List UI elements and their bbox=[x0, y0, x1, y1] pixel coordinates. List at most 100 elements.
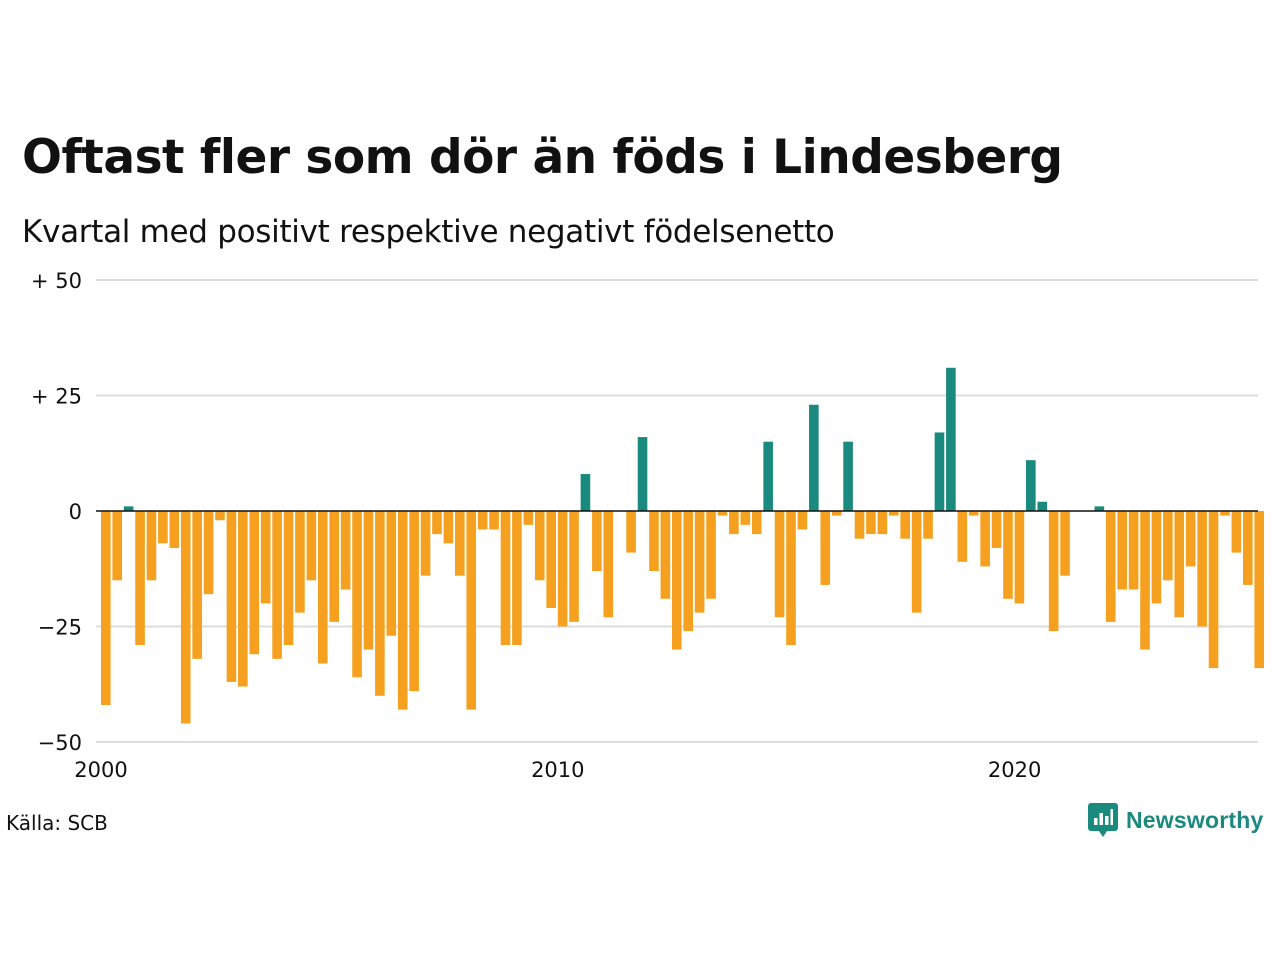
bar-negative bbox=[180, 511, 191, 724]
bar-negative bbox=[888, 511, 899, 516]
bar-negative bbox=[866, 511, 876, 535]
bars bbox=[101, 367, 1265, 724]
bar-positive bbox=[637, 437, 648, 511]
bar-negative bbox=[877, 511, 888, 535]
bar-negative bbox=[740, 511, 751, 525]
bar-negative bbox=[295, 511, 305, 613]
bar-negative bbox=[146, 511, 157, 581]
bar-negative bbox=[991, 511, 1002, 548]
bar-negative bbox=[831, 511, 842, 516]
axis-labels: + 50 + 25 0 −25 −50 2000 2010 2020 bbox=[31, 269, 1041, 782]
bar-positive bbox=[1026, 460, 1036, 511]
bar-negative bbox=[135, 511, 145, 645]
bar-negative bbox=[1208, 511, 1219, 669]
bar-negative bbox=[1105, 511, 1116, 622]
bar-negative bbox=[306, 511, 317, 581]
bar-negative bbox=[786, 511, 796, 645]
bar-negative bbox=[957, 511, 968, 562]
x-tick-label: 2020 bbox=[988, 758, 1041, 782]
bar-negative bbox=[397, 511, 408, 710]
bar-negative bbox=[923, 511, 933, 539]
bar-negative bbox=[340, 511, 351, 590]
bar-negative bbox=[523, 511, 534, 525]
bar-negative bbox=[420, 511, 431, 576]
bar-negative bbox=[534, 511, 545, 581]
bar-negative bbox=[1197, 511, 1207, 627]
bar-negative bbox=[729, 511, 739, 535]
x-tick-label: 2010 bbox=[531, 758, 584, 782]
bar-negative bbox=[283, 511, 294, 645]
bar-negative bbox=[557, 511, 568, 627]
bar-positive bbox=[843, 441, 853, 511]
bar-negative bbox=[1163, 511, 1173, 581]
bar-negative bbox=[1231, 511, 1242, 553]
bar-negative bbox=[158, 511, 168, 544]
bar-negative bbox=[500, 511, 511, 645]
bar-negative bbox=[409, 511, 419, 692]
bar-negative bbox=[1117, 511, 1127, 590]
bar-negative bbox=[363, 511, 374, 650]
bar-positive bbox=[1094, 506, 1105, 511]
bar-negative bbox=[1048, 511, 1059, 632]
bar-negative bbox=[238, 511, 248, 687]
bar-negative bbox=[329, 511, 339, 622]
bar-negative bbox=[854, 511, 865, 539]
bar-positive bbox=[934, 432, 945, 511]
bar-negative bbox=[626, 511, 636, 553]
bar-positive bbox=[809, 404, 819, 511]
brand-logo: Newsworthy bbox=[1088, 803, 1263, 837]
bar-negative bbox=[112, 511, 123, 581]
bar-negative bbox=[1140, 511, 1150, 650]
bar-negative bbox=[694, 511, 705, 613]
bar-negative bbox=[386, 511, 397, 636]
bar-negative bbox=[512, 511, 522, 645]
y-tick-label: −50 bbox=[38, 731, 82, 755]
bar-negative bbox=[215, 511, 225, 521]
y-tick-label: 0 bbox=[69, 500, 82, 524]
x-tick-label: 2000 bbox=[74, 758, 127, 782]
bar-negative bbox=[1243, 511, 1253, 585]
bar-negative bbox=[797, 511, 808, 530]
newsworthy-logo-icon bbox=[1088, 803, 1118, 837]
bar-negative bbox=[592, 511, 602, 572]
bar-negative bbox=[443, 511, 454, 544]
bar-negative bbox=[489, 511, 499, 530]
bar-negative bbox=[1220, 511, 1230, 516]
bar-positive bbox=[580, 474, 591, 511]
bar-negative bbox=[317, 511, 328, 664]
bar-negative bbox=[774, 511, 785, 618]
bar-negative bbox=[1060, 511, 1070, 576]
bar-negative bbox=[226, 511, 237, 682]
bar-negative bbox=[546, 511, 556, 609]
chart-title: Oftast fler som dör än föds i Lindesberg bbox=[22, 130, 1063, 185]
bar-negative bbox=[911, 511, 922, 613]
bar-negative bbox=[980, 511, 990, 567]
bar-negative bbox=[169, 511, 180, 548]
bar-negative bbox=[249, 511, 260, 655]
bar-negative bbox=[900, 511, 910, 539]
bar-negative bbox=[1254, 511, 1265, 669]
bar-negative bbox=[455, 511, 465, 576]
bar-negative bbox=[706, 511, 716, 599]
bar-positive bbox=[946, 367, 956, 511]
bar-negative bbox=[660, 511, 671, 599]
bar-negative bbox=[820, 511, 831, 585]
bar-negative bbox=[203, 511, 214, 595]
bar-negative bbox=[1174, 511, 1185, 618]
bar-negative bbox=[569, 511, 579, 622]
bar-negative bbox=[260, 511, 271, 604]
bar-negative bbox=[1128, 511, 1139, 590]
source-note: Källa: SCB bbox=[6, 811, 108, 835]
bar-negative bbox=[272, 511, 282, 659]
bar-negative bbox=[649, 511, 659, 572]
brand-name: Newsworthy bbox=[1126, 806, 1264, 833]
chart-subtitle: Kvartal med positivt respektive negativt… bbox=[22, 214, 835, 250]
bar-negative bbox=[1185, 511, 1196, 567]
bar-negative bbox=[101, 511, 111, 706]
bar-negative bbox=[1151, 511, 1162, 604]
bar-positive bbox=[1037, 501, 1048, 511]
bar-negative bbox=[672, 511, 682, 650]
bar-negative bbox=[717, 511, 728, 516]
y-tick-label: + 25 bbox=[31, 385, 82, 409]
